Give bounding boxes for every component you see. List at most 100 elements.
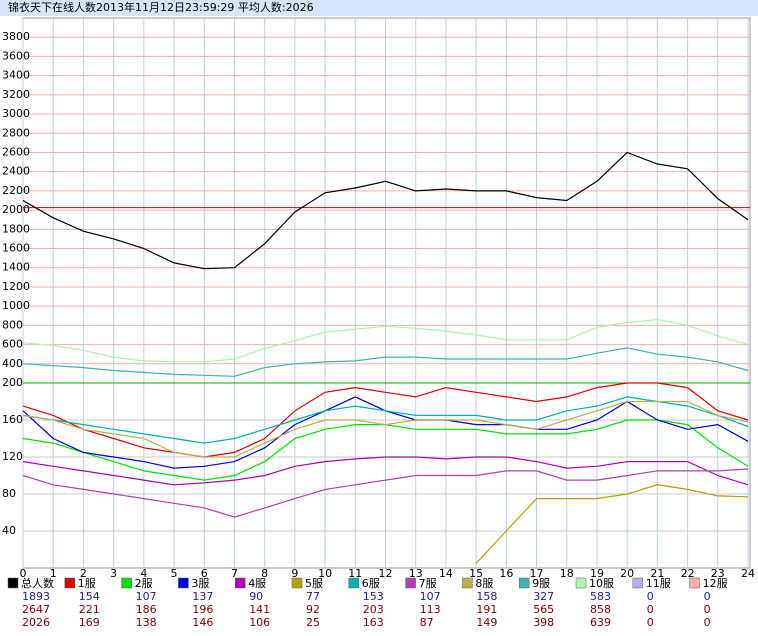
x-tick-label: 8 xyxy=(261,567,268,580)
stat-value: 141 xyxy=(249,603,270,616)
legend-swatch xyxy=(575,577,587,589)
stat-value: 158 xyxy=(476,590,497,603)
x-tick-label: 4 xyxy=(140,567,147,580)
stat-value: 1893 xyxy=(22,590,50,603)
stat-value: 153 xyxy=(363,590,384,603)
stat-value: 203 xyxy=(363,603,384,616)
legend-label: 8服 xyxy=(475,577,493,590)
stat-value: 196 xyxy=(192,603,213,616)
x-tick-label: 13 xyxy=(409,567,423,580)
title-bar xyxy=(0,0,758,16)
x-tick-label: 14 xyxy=(439,567,453,580)
stat-value: 113 xyxy=(420,603,441,616)
x-tick-label: 1 xyxy=(50,567,57,580)
x-tick-label: 0 xyxy=(20,567,27,580)
y-tick-label: 3600 xyxy=(2,49,30,62)
legend-label: 7服 xyxy=(419,577,437,590)
x-tick-label: 19 xyxy=(590,567,604,580)
stat-value: 87 xyxy=(420,616,434,629)
legend-swatch xyxy=(291,577,303,589)
plot-area xyxy=(22,17,751,569)
x-tick-label: 16 xyxy=(499,567,513,580)
legend-label: 9服 xyxy=(532,577,550,590)
stat-value: 92 xyxy=(306,603,320,616)
chart-title: 锦衣天下在线人数2013年11月12日23:59:29 平均人数:2026 xyxy=(8,0,314,14)
legend-swatch xyxy=(7,577,19,589)
x-tick-label: 21 xyxy=(650,567,664,580)
stat-value: 107 xyxy=(420,590,441,603)
stat-value: 583 xyxy=(590,590,611,603)
x-tick-label: 22 xyxy=(681,567,695,580)
stat-value: 90 xyxy=(249,590,263,603)
stat-value: 639 xyxy=(590,616,611,629)
x-tick-label: 12 xyxy=(379,567,393,580)
y-tick-label: 600 xyxy=(2,338,23,351)
stat-value: 858 xyxy=(590,603,611,616)
x-tick-label: 23 xyxy=(711,567,725,580)
y-tick-label: 40 xyxy=(2,524,16,537)
stat-value: 107 xyxy=(136,590,157,603)
legend-swatch xyxy=(121,577,132,589)
series-line xyxy=(22,318,749,363)
y-tick-label: 200 xyxy=(2,376,23,389)
legend-label: 4服 xyxy=(248,577,266,590)
stat-value: 77 xyxy=(306,590,320,603)
y-tick-label: 800 xyxy=(2,318,23,331)
y-tick-label: 3200 xyxy=(2,88,30,101)
stat-value: 0 xyxy=(647,616,654,629)
stat-value: 106 xyxy=(249,616,270,629)
series-line xyxy=(22,396,749,444)
x-tick-label: 20 xyxy=(620,567,634,580)
stat-value: 146 xyxy=(192,616,213,629)
x-tick-label: 5 xyxy=(171,567,178,580)
x-tick-label: 17 xyxy=(530,567,544,580)
y-tick-label: 80 xyxy=(2,487,16,500)
stat-value: 327 xyxy=(533,590,554,603)
stat-value: 154 xyxy=(79,590,100,603)
y-tick-label: 1800 xyxy=(2,222,30,235)
y-tick-label: 2000 xyxy=(2,203,30,216)
stat-value: 0 xyxy=(647,590,654,603)
legend-label: 5服 xyxy=(305,577,323,590)
x-tick-label: 7 xyxy=(231,567,238,580)
stat-value: 169 xyxy=(79,616,100,629)
y-tick-label: 120 xyxy=(2,450,23,463)
stat-value: 0 xyxy=(647,603,654,616)
y-tick-label: 400 xyxy=(2,357,23,370)
legend-label: 2服 xyxy=(135,577,153,590)
series-line xyxy=(22,468,749,518)
x-tick-label: 15 xyxy=(469,567,483,580)
stat-value: 565 xyxy=(533,603,554,616)
stat-value: 0 xyxy=(704,603,711,616)
legend-label: 3服 xyxy=(191,577,209,590)
stat-value: 2026 xyxy=(22,616,50,629)
series-line xyxy=(22,382,749,458)
y-tick-label: 2600 xyxy=(2,145,30,158)
stat-value: 149 xyxy=(476,616,497,629)
legend-label: 10服 xyxy=(589,577,614,590)
legend-label: 总人数 xyxy=(21,576,54,590)
stat-value: 0 xyxy=(704,616,711,629)
stat-value: 137 xyxy=(192,590,213,603)
legend-swatch xyxy=(348,577,360,589)
y-tick-label: 1200 xyxy=(2,280,30,293)
stat-value: 138 xyxy=(136,616,157,629)
x-tick-label: 9 xyxy=(291,567,298,580)
x-tick-label: 6 xyxy=(201,567,208,580)
stat-value: 221 xyxy=(79,603,100,616)
legend-swatch xyxy=(234,577,246,589)
series-line xyxy=(475,484,749,564)
y-tick-label: 3000 xyxy=(2,107,30,120)
x-tick-label: 24 xyxy=(741,567,755,580)
y-tick-label: 1600 xyxy=(2,242,30,255)
legend-label: 6服 xyxy=(362,577,380,590)
legend-swatch xyxy=(64,577,76,589)
legend-swatch xyxy=(632,577,644,589)
legend-swatch xyxy=(178,577,189,589)
series-line xyxy=(22,151,749,270)
series-line xyxy=(22,347,749,377)
legend-swatch xyxy=(405,577,416,589)
legend-swatch xyxy=(689,577,700,589)
y-tick-label: 3800 xyxy=(2,30,30,43)
